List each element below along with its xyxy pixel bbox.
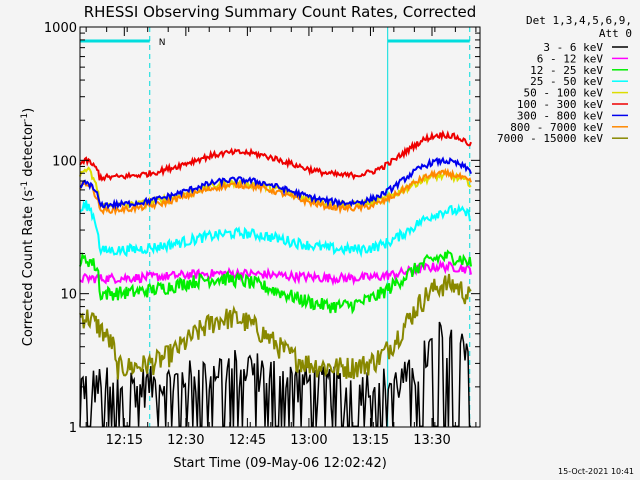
y-axis-label-main: Corrected Count Rate (s — [21, 190, 36, 347]
y-tick-label: 10 — [60, 288, 77, 303]
series-line-300-800keV — [79, 156, 472, 211]
y-tick-label: 1000 — [44, 21, 77, 36]
plot-frame — [79, 26, 481, 428]
series-line-7000-15000keV — [79, 273, 472, 380]
y-axis-label-sup2: -1 — [20, 113, 30, 122]
series-line-6-12keV — [79, 259, 472, 287]
legend-label: 50 - 100 keV — [524, 87, 604, 100]
x-tick-label: 13:00 — [290, 433, 327, 448]
series-line-100-300keV — [79, 129, 472, 182]
legend-label: 100 - 300 keV — [517, 98, 603, 111]
plot-lines: N — [79, 27, 472, 428]
y-axis-label: Corrected Count Rate (s-1 detector-1) — [20, 108, 36, 346]
legend-label: 12 - 25 keV — [530, 64, 603, 77]
legend-label: 300 - 800 keV — [517, 109, 603, 122]
y-tick-label: 100 — [52, 154, 77, 169]
y-axis-label-mid: detector — [21, 121, 36, 181]
legend-header: Att 0 — [599, 27, 632, 40]
series-line-12-25keV — [79, 249, 472, 315]
y-axis-label-end: ) — [21, 108, 36, 113]
legend-label: 3 - 6 keV — [543, 41, 603, 54]
legend-label: 25 - 50 keV — [530, 75, 603, 88]
chart-title: RHESSI Observing Summary Count Rates, Co… — [84, 3, 477, 21]
y-axis-label-sup1: -1 — [20, 181, 30, 190]
x-tick-label: 12:15 — [106, 433, 143, 448]
x-tick-label: 12:30 — [167, 433, 204, 448]
x-tick-label: 12:45 — [229, 433, 266, 448]
x-tick-label: 13:15 — [352, 433, 389, 448]
timestamp: 15-Oct-2021 10:41 — [558, 467, 634, 476]
legend-label: 6 - 12 keV — [537, 52, 604, 65]
legend-label: 7000 - 15000 keV — [497, 132, 603, 145]
y-tick-label: 1 — [69, 421, 77, 436]
axes: 1 10 100 1000 12:15 12:30 12:45 13:00 13:15 13:30 — [44, 21, 480, 448]
series-line-800-7000keV — [79, 167, 472, 216]
x-tick-label: 13:30 — [413, 433, 450, 448]
legend-label: 800 - 7000 keV — [510, 121, 603, 134]
series-line-25-50keV — [79, 200, 472, 258]
x-axis-label: Start Time (09-May-06 12:02:42) — [173, 456, 387, 471]
series-line-3-6keV — [79, 321, 471, 428]
legend-header: Det 1,3,4,5,6,9, — [526, 14, 632, 27]
night-bar-label: N — [159, 38, 166, 48]
